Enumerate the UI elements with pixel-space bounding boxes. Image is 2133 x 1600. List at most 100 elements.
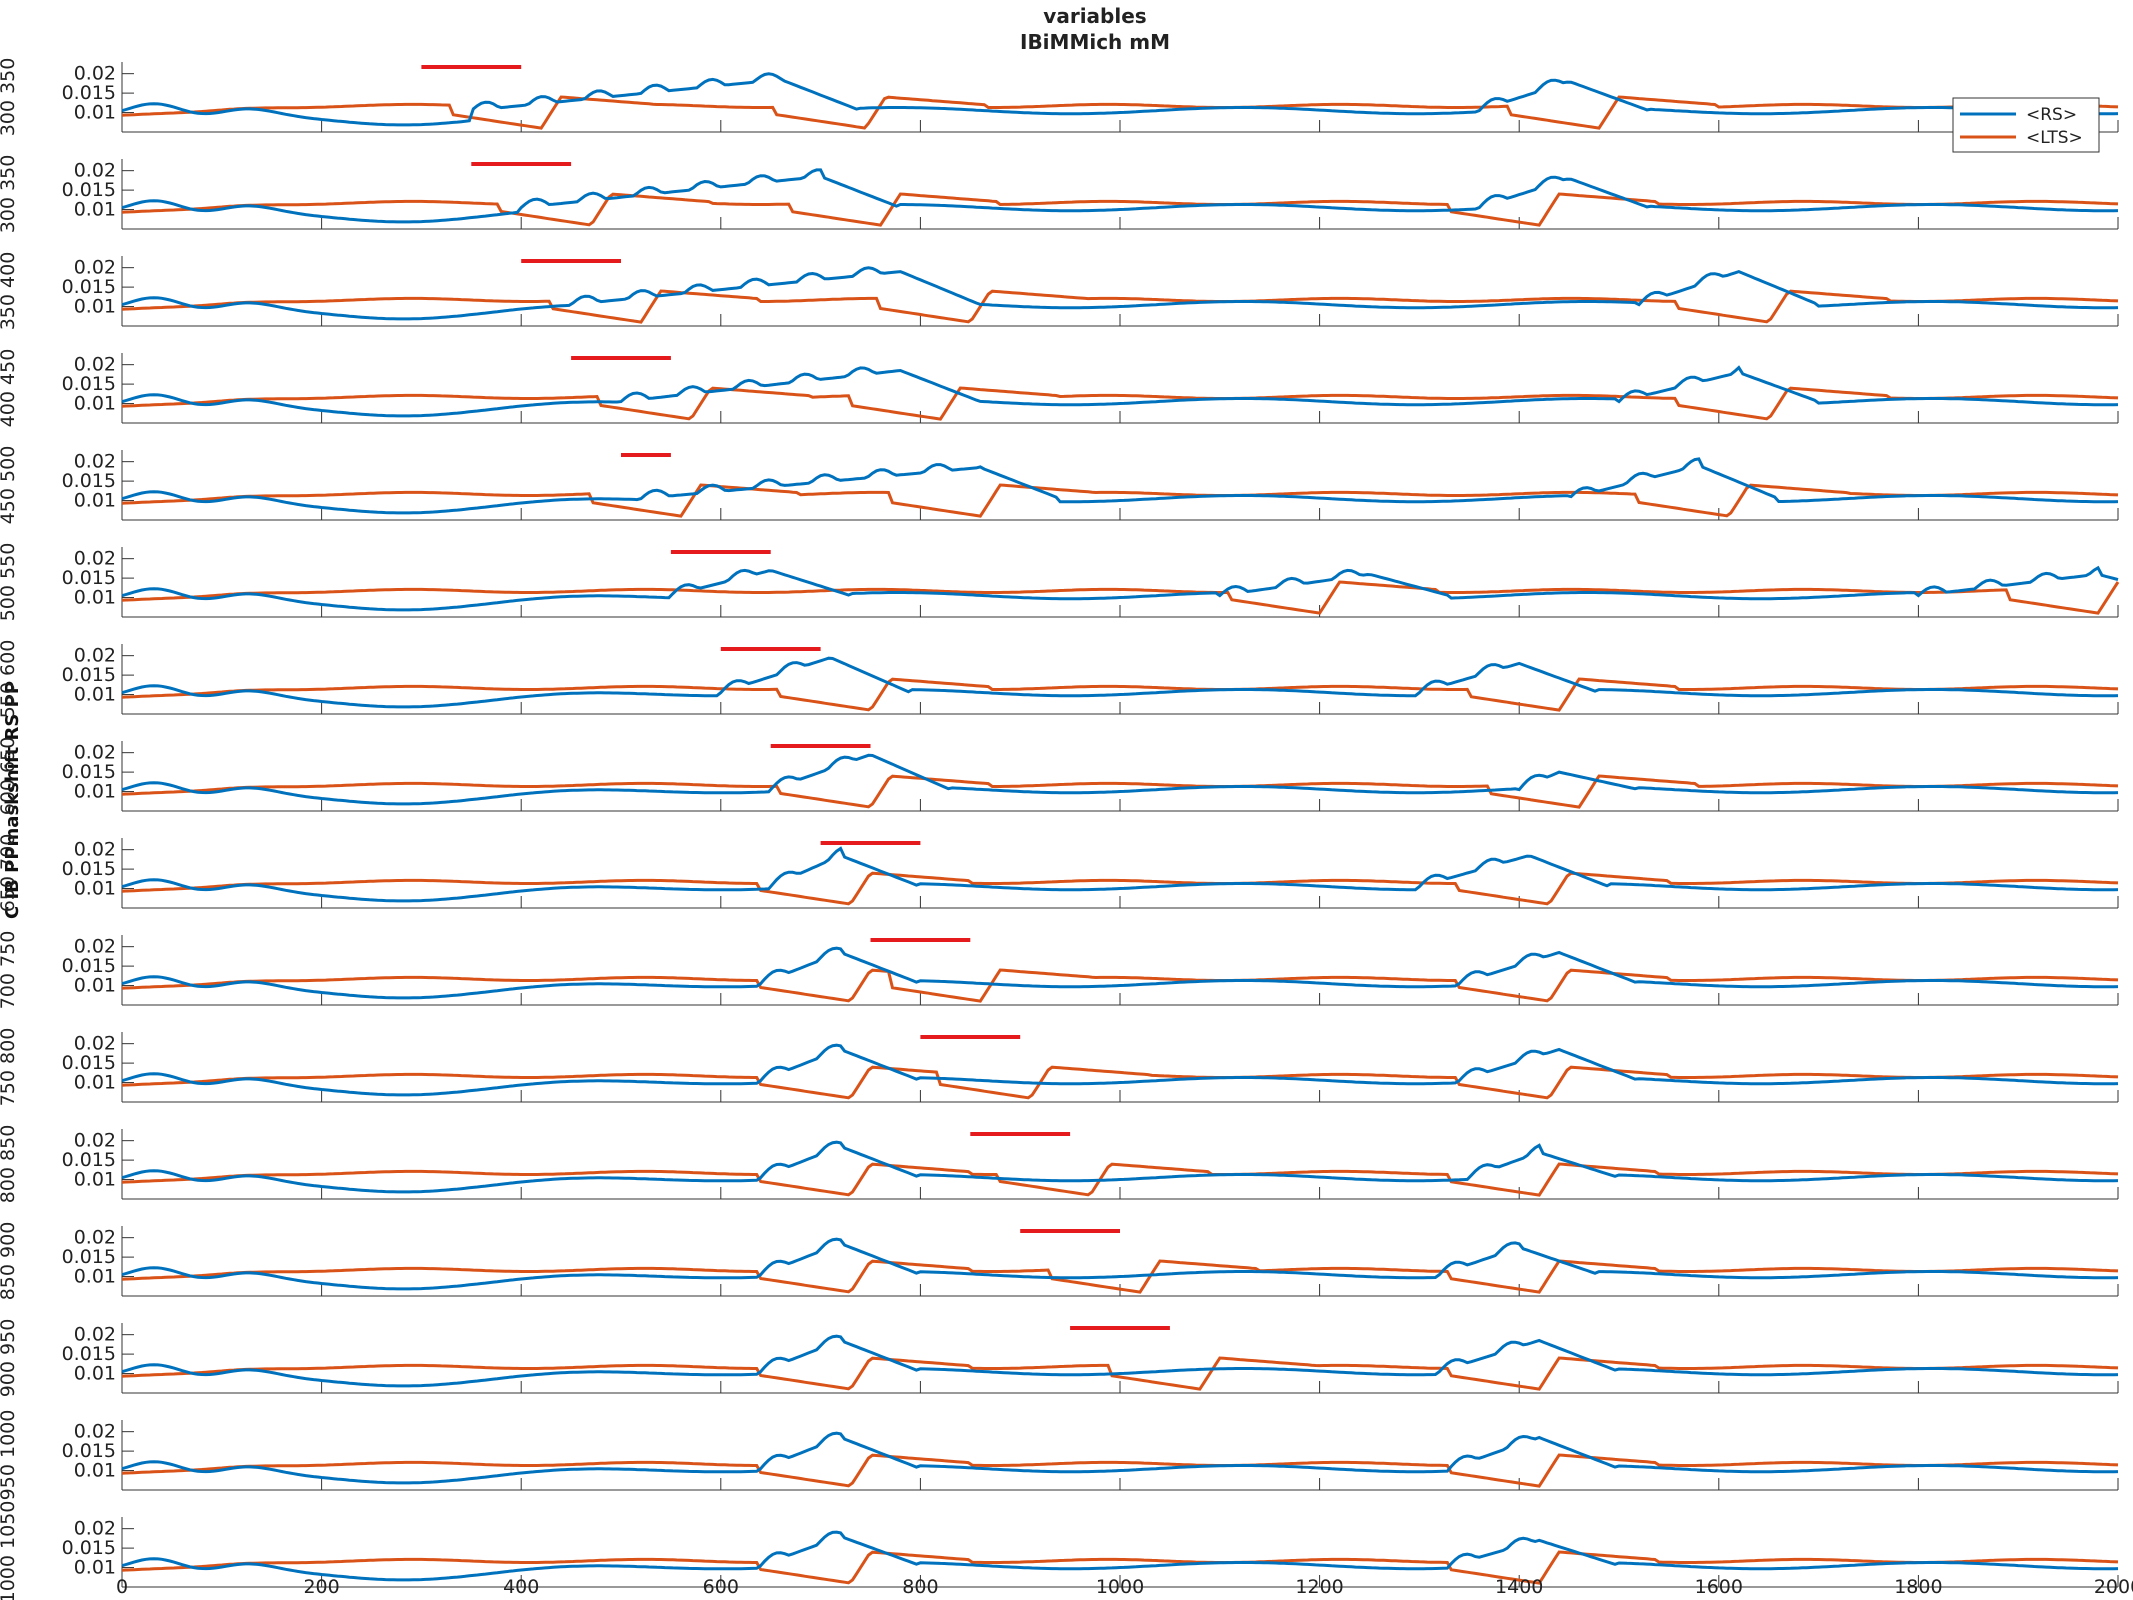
y-tick-label: 0.015 [62,373,116,395]
y-tick-label: 0.01 [74,1169,116,1191]
y-tick-label: 0.02 [74,742,116,764]
lts-series-line [121,386,2119,421]
y-tick-label: 0.02 [74,645,116,667]
lts-series-line [121,677,2119,712]
x-tick-label: 1400 [1495,1576,1543,1598]
x-tick-label: 800 [902,1576,938,1598]
y-tick-label: 0.02 [74,451,116,473]
y-tick-label: 0.01 [74,393,116,415]
y-tick-label: 0.015 [62,664,116,686]
lts-series-line [121,774,2119,809]
subplot-label: 1000 1050 [0,1501,19,1600]
lts-series-line [121,580,2120,615]
subplot-label: 350 400 [0,252,19,331]
lts-series-line [121,483,2119,518]
y-tick-label: 0.015 [62,276,116,298]
y-tick-label: 0.02 [74,257,116,279]
x-tick-label: 1600 [1695,1576,1743,1598]
x-tick-label: 400 [503,1576,539,1598]
subplot-label: 700 750 [0,931,19,1010]
rs-series-line [121,266,2119,321]
y-tick-label: 0.01 [74,587,116,609]
lts-series-line [121,192,2119,227]
y-tick-label: 0.01 [74,1072,116,1094]
y-tick-label: 0.015 [62,567,116,589]
lts-series-line [121,1259,2119,1294]
rs-series-line [121,565,2119,612]
lts-series-line [121,1453,2119,1488]
subplot-label: 850 900 [0,1222,19,1301]
y-tick-label: 0.01 [74,1363,116,1385]
subplot-label: 950 1000 [0,1410,19,1501]
y-tick-label: 0.02 [74,1518,116,1540]
rs-series-line [121,168,2119,224]
rs-series-line [121,72,2119,127]
rs-series-line [121,753,2119,806]
y-tick-label: 0.015 [62,858,116,880]
x-tick-label: 1200 [1295,1576,1343,1598]
rs-series-line [121,1431,2119,1485]
y-tick-label: 0.01 [74,296,116,318]
rs-series-line [121,1530,2119,1582]
chart-subtitle: IBiMMich mM [1020,30,1170,54]
subplot-label: 300 350 [0,155,19,234]
y-tick-label: 0.01 [74,781,116,803]
lts-series-line [121,1356,2119,1391]
subplot-label: 900 950 [0,1319,19,1398]
subplot-label: 800 850 [0,1125,19,1204]
lts-series-line [121,1065,2119,1100]
subplot-label: 650 700 [0,834,19,913]
rs-series-line [121,1237,2119,1291]
y-tick-label: 0.01 [74,1557,116,1579]
y-tick-label: 0.02 [74,1033,116,1055]
subplot-label: 600 650 [0,737,19,816]
lts-series-line [121,95,2119,130]
lts-series-line [121,968,2119,1003]
y-tick-label: 0.01 [74,1460,116,1482]
lts-series-line [121,871,2119,906]
y-tick-label: 0.015 [62,179,116,201]
y-tick-label: 0.01 [74,102,116,124]
legend-lts-label: <LTS> [2026,128,2083,148]
legend-box [1952,97,2100,153]
subplot-label: 300 350 [0,58,19,137]
x-tick-label: 1800 [1894,1576,1942,1598]
rs-series-line [121,946,2119,1000]
rs-series-line [121,365,2119,418]
y-tick-label: 0.01 [74,878,116,900]
lts-series-line [121,289,2119,324]
y-tick-label: 0.015 [62,1537,116,1559]
y-tick-label: 0.02 [74,354,116,376]
lts-series-line [121,1550,2119,1585]
y-tick-label: 0.02 [74,548,116,570]
x-axis: 0 200 400 600 800 1000 1200 1400 1600 1800 2000 [116,1576,2133,1598]
y-tick-label: 0.015 [62,1343,116,1365]
rs-series-line [121,457,2119,515]
y-tick-label: 0.02 [74,63,116,85]
chart-title: variables [1043,4,1146,28]
subplot-label: 450 500 [0,446,19,525]
y-tick-label: 0.02 [74,839,116,861]
y-tick-label: 0.02 [74,1227,116,1249]
y-tick-label: 0.015 [62,761,116,783]
y-tick-label: 0.01 [74,490,116,512]
y-tick-label: 0.015 [62,1440,116,1462]
y-tick-label: 0.02 [74,1324,116,1346]
y-tick-label: 0.015 [62,955,116,977]
y-tick-label: 0.01 [74,684,116,706]
y-tick-label: 0.01 [74,1266,116,1288]
